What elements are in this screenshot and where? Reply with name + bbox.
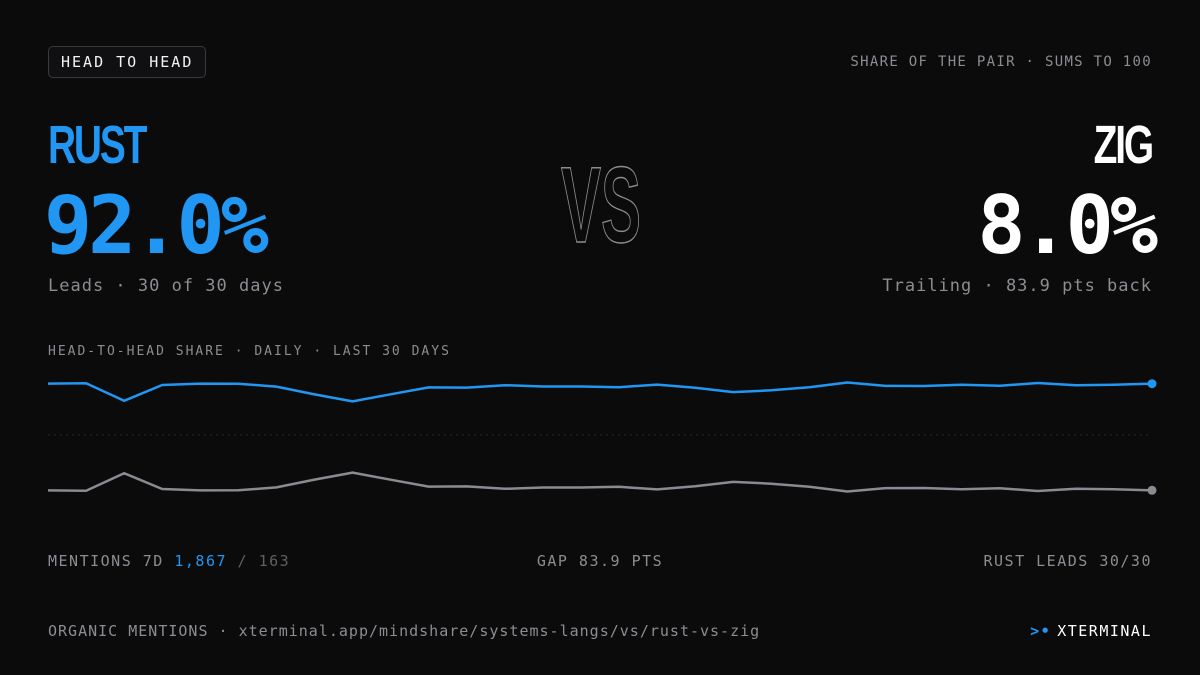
- series-line-1: [47, 381, 1153, 403]
- leads-stat: RUST LEADS 30/30: [983, 552, 1152, 570]
- share-note: SHARE OF THE PAIR · SUMS TO 100: [850, 54, 1152, 70]
- head-to-head-badge: HEAD TO HEAD: [48, 46, 207, 78]
- left-contender-name: RUST: [48, 115, 147, 175]
- brand-logo-icon: >•: [1030, 622, 1052, 640]
- gap-stat: GAP 83.9 PTS: [536, 552, 664, 570]
- mentions-left-count: 1,867: [174, 552, 228, 570]
- right-share-percent: 8.0%: [977, 179, 1158, 272]
- mentions-stat: MENTIONS 7D 1,867 / 163: [48, 552, 290, 570]
- vs-mark: VS: [560, 152, 641, 248]
- source-footer: ORGANIC MENTIONS · xterminal.app/mindsha…: [48, 622, 761, 640]
- brand-name: XTERMINAL: [1057, 622, 1152, 640]
- series-end-point-1: [1147, 379, 1157, 389]
- series-line-2: [47, 471, 1153, 493]
- vs-text: VS: [561, 152, 641, 248]
- left-share-percent: 92.0%: [44, 179, 269, 272]
- right-status: Trailing · 83.9 pts back: [882, 276, 1152, 296]
- mentions-label: MENTIONS 7D: [48, 552, 164, 570]
- share-line-chart: [47, 379, 1157, 495]
- mentions-separator: /: [227, 552, 259, 570]
- brand: >• XTERMINAL: [1030, 622, 1152, 640]
- chart-title: HEAD-TO-HEAD SHARE · DAILY · LAST 30 DAY…: [48, 344, 451, 359]
- series-end-point-2: [1147, 485, 1157, 495]
- left-status: Leads · 30 of 30 days: [48, 276, 284, 296]
- mentions-right-count: 163: [258, 552, 291, 570]
- right-contender-name: ZIG: [1093, 115, 1154, 175]
